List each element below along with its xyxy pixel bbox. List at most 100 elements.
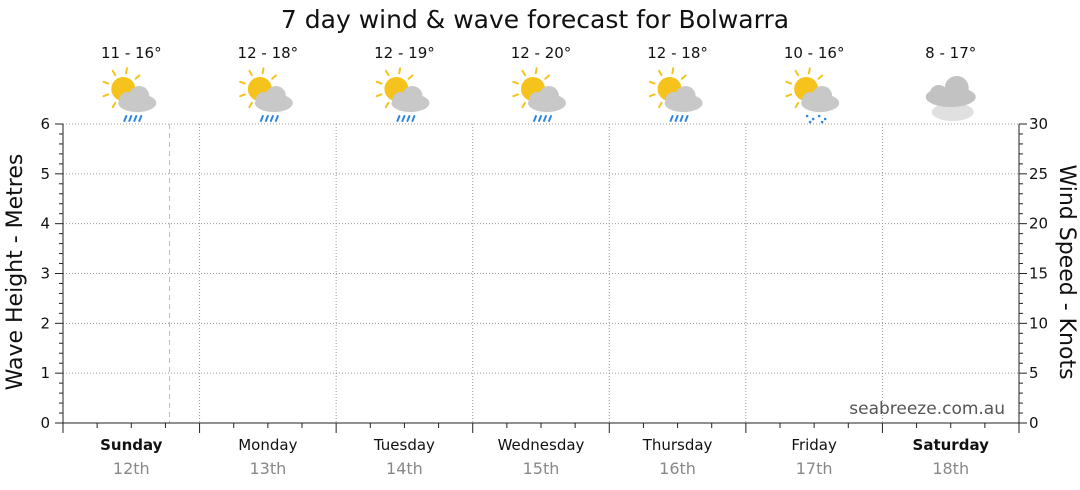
drizzle-dot — [817, 114, 821, 118]
date-label: 18th — [932, 459, 969, 478]
cloud-puff — [944, 76, 969, 100]
left-tick-label: 5 — [40, 165, 50, 183]
day-forecasts: 11 - 16° 12 - 18° 12 - 19° 12 - 20° 12 - 18°… — [101, 44, 976, 124]
raindrop — [269, 115, 274, 122]
raindrop — [679, 115, 684, 122]
sun-cloud-rain-icon — [375, 67, 430, 122]
sun-ray — [512, 80, 519, 85]
sun-ray — [794, 69, 800, 77]
sun-ray — [375, 93, 383, 98]
sun-ray — [648, 80, 656, 85]
date-label: 12th — [113, 459, 150, 478]
left-tick-label: 1 — [40, 364, 50, 382]
sun-cloud-rain-icon — [239, 67, 293, 122]
sun-ray — [521, 69, 526, 77]
sun-ray — [261, 67, 265, 75]
sun-ray — [239, 80, 246, 85]
chart-title: 7 day wind & wave forecast for Bolwarra — [281, 5, 789, 34]
right-axis-ticks: 0 5 10 15 20 25 30 — [1019, 115, 1048, 432]
sun-ray — [534, 67, 538, 75]
temperature-range: 8 - 17° — [925, 44, 976, 62]
sun-ray — [125, 67, 128, 75]
raindrop — [533, 115, 537, 122]
cloud-puff — [392, 92, 409, 108]
raindrop — [548, 115, 552, 122]
raindrop — [128, 115, 133, 122]
right-tick-label: 10 — [1029, 314, 1048, 332]
drizzle-dot — [811, 117, 815, 121]
cloud-back — [931, 103, 974, 121]
date-label: 17th — [796, 459, 833, 478]
day-label: Tuesday — [373, 436, 435, 454]
day-label: Sunday — [100, 436, 163, 454]
cloudy-icon — [925, 76, 976, 121]
raindrop — [396, 115, 401, 122]
drizzle-dot — [820, 120, 824, 124]
temperature-range: 12 - 20° — [511, 44, 572, 62]
raindrop — [684, 115, 689, 122]
right-tick-label: 25 — [1029, 165, 1048, 183]
sun-ray — [794, 101, 800, 109]
date-label: 13th — [249, 459, 286, 478]
raindrop — [674, 115, 679, 122]
sun-ray — [658, 69, 663, 77]
raindrop — [133, 115, 138, 122]
watermark: seabreeze.com.au — [849, 399, 1005, 419]
sun-ray — [785, 80, 793, 85]
raindrop — [401, 115, 406, 122]
sun-ray — [248, 101, 253, 109]
left-tick-label: 4 — [40, 215, 50, 233]
date-label: 14th — [386, 459, 423, 478]
sun-ray — [544, 74, 551, 80]
left-tick-label: 0 — [40, 414, 50, 432]
day-label: Thursday — [642, 436, 713, 454]
raindrop — [123, 115, 128, 122]
sun-ray — [817, 74, 824, 80]
cloud-puff — [529, 92, 545, 108]
sun-ray — [680, 74, 687, 80]
date-label: 16th — [659, 459, 696, 478]
left-tick-label: 3 — [40, 265, 50, 283]
day-label: Monday — [238, 436, 297, 454]
raindrop — [543, 115, 547, 122]
left-tick-label: 2 — [40, 314, 50, 332]
cloud-puff — [255, 92, 272, 108]
sun-cloud-rain-icon — [512, 67, 566, 122]
raindrop — [274, 115, 279, 122]
raindrop — [264, 115, 269, 122]
sun-ray — [111, 69, 117, 77]
date-label: 15th — [523, 459, 560, 478]
temperature-range: 12 - 18° — [238, 44, 299, 62]
right-tick-label: 15 — [1029, 265, 1048, 283]
temperature-range: 12 - 18° — [647, 44, 708, 62]
day-label: Saturday — [913, 436, 990, 454]
sun-cloud-rain-icon — [648, 67, 703, 122]
sun-cloud-rain-icon — [102, 67, 157, 122]
x-axis-labels: Sunday 12th Monday 13th Tuesday 14th Wednesday… — [62, 423, 1020, 478]
sun-ray — [248, 69, 253, 77]
right-tick-label: 30 — [1029, 115, 1048, 133]
sun-ray — [785, 93, 793, 98]
temperature-range: 11 - 16° — [101, 44, 162, 62]
sun-ray — [648, 93, 656, 98]
day-label: Friday — [791, 436, 837, 454]
grid-lines — [63, 123, 1019, 423]
temperature-range: 10 - 16° — [784, 44, 845, 62]
day-label: Wednesday — [498, 436, 585, 454]
left-tick-label: 6 — [40, 115, 50, 133]
cloud-puff — [665, 92, 682, 108]
cloud-puff — [929, 85, 948, 103]
sun-ray — [384, 101, 390, 109]
sun-ray — [521, 101, 526, 109]
sun-ray — [111, 101, 117, 109]
raindrop — [259, 115, 264, 122]
left-axis-label: Wave Height - Metres — [3, 154, 28, 391]
temperature-range: 12 - 19° — [374, 44, 435, 62]
right-tick-label: 20 — [1029, 215, 1048, 233]
sun-ray — [239, 93, 246, 98]
sun-ray — [102, 93, 110, 98]
right-tick-label: 0 — [1029, 414, 1039, 432]
sun-cloud-drizzle-icon — [785, 67, 840, 124]
sun-ray — [102, 80, 110, 85]
cloud-puff — [802, 92, 819, 108]
